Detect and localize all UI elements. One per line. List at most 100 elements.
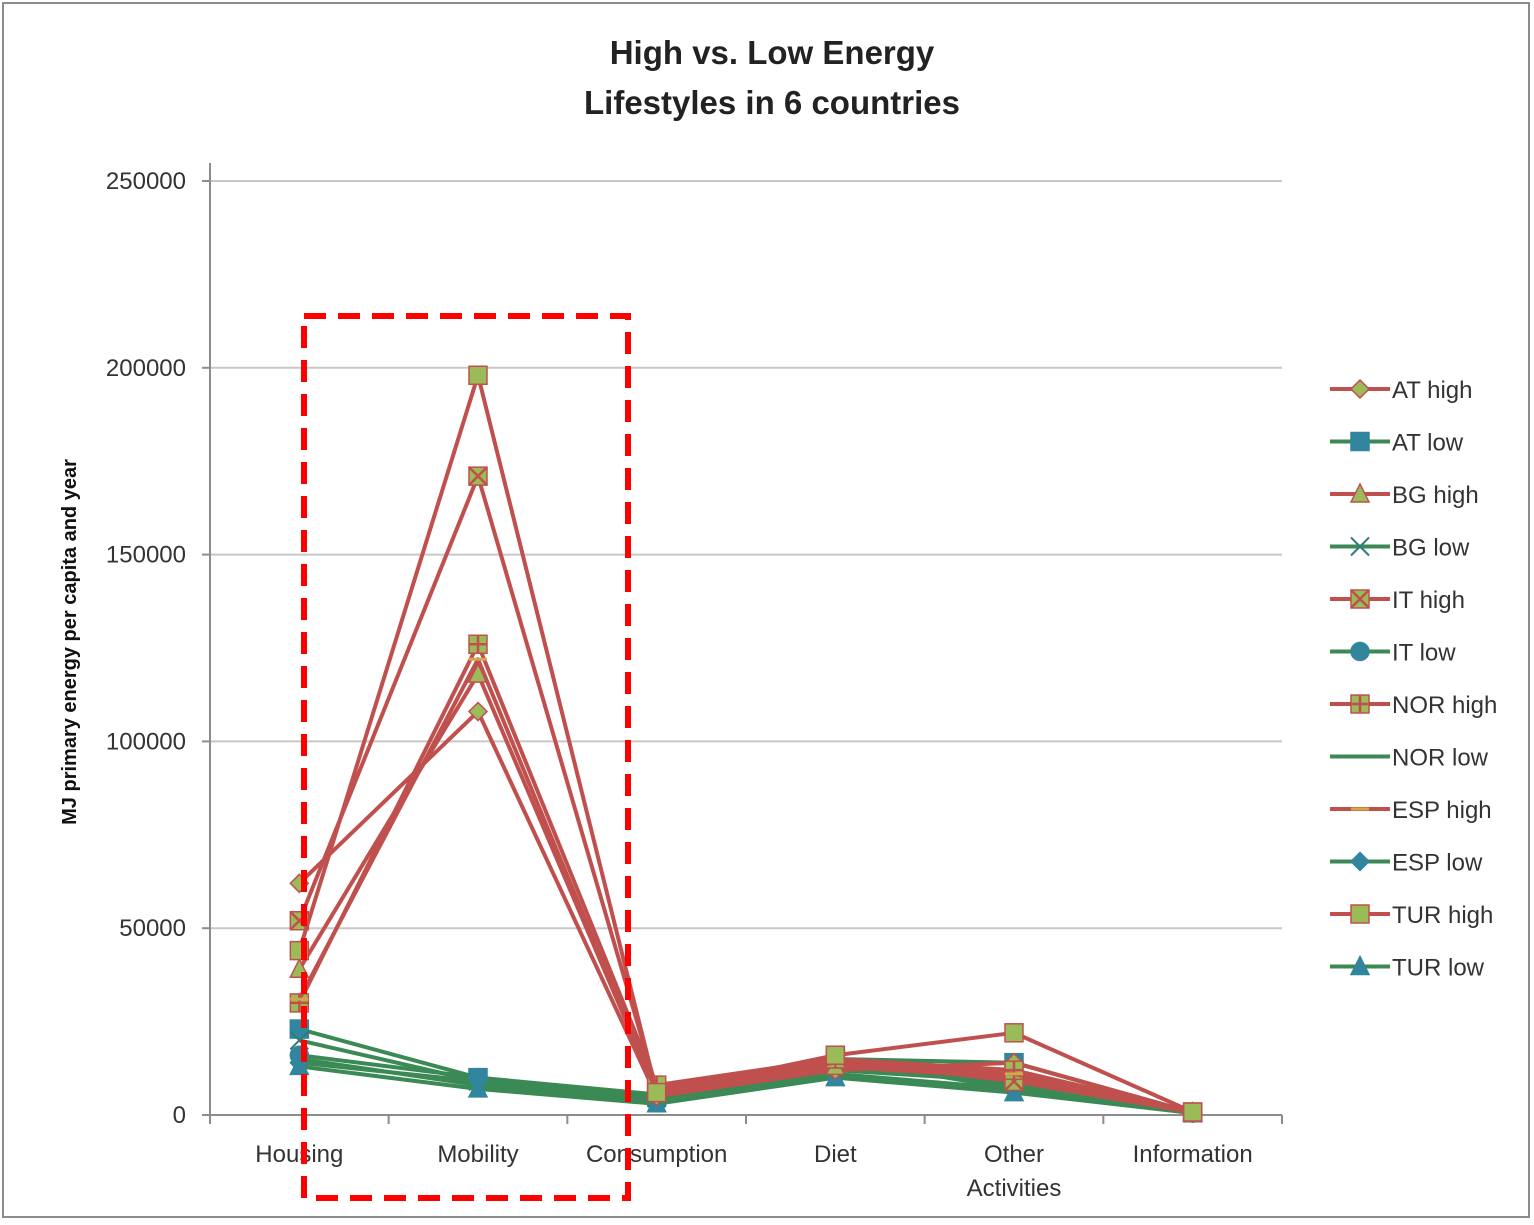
data-point bbox=[1004, 1023, 1024, 1043]
marker-diamond bbox=[1349, 851, 1371, 872]
legend-item: ESP low bbox=[1330, 850, 1483, 877]
data-point bbox=[467, 1077, 489, 1098]
highlight-box bbox=[301, 313, 631, 1201]
chart-title-line-1: High vs. Low Energy bbox=[610, 34, 935, 71]
series-it-high bbox=[289, 466, 1203, 1123]
legend-label: AT low bbox=[1392, 430, 1464, 457]
legend-item: NOR high bbox=[1330, 692, 1497, 719]
data-point bbox=[468, 365, 488, 386]
y-tick-label: 200000 bbox=[106, 355, 186, 382]
series-line bbox=[297, 657, 1194, 1115]
legend-label: NOR low bbox=[1392, 745, 1489, 772]
legend-label: ESP low bbox=[1392, 850, 1483, 877]
legend-label: AT high bbox=[1392, 377, 1473, 404]
data-point bbox=[289, 1054, 310, 1076]
data-point bbox=[1182, 1102, 1203, 1122]
marker-triangle bbox=[1349, 482, 1371, 503]
grid-layer bbox=[210, 180, 1282, 930]
marker-triangle bbox=[289, 1054, 310, 1076]
data-point bbox=[1003, 1080, 1025, 1102]
line-chart: High vs. Low Energy Lifestyles in 6 coun… bbox=[59, 34, 1497, 1202]
marker-square bbox=[1350, 904, 1370, 924]
data-point bbox=[468, 466, 488, 487]
x-tick-label: Information bbox=[1133, 1141, 1253, 1168]
data-point bbox=[646, 1082, 667, 1103]
y-tick-label: 0 bbox=[173, 1102, 186, 1129]
data-point bbox=[468, 634, 488, 655]
series-line bbox=[297, 709, 1194, 1115]
series-line bbox=[297, 642, 1194, 1114]
x-tick-label: Housing bbox=[255, 1141, 343, 1168]
legend-item: TUR low bbox=[1330, 955, 1485, 982]
legend-item: BG low bbox=[1330, 535, 1470, 562]
legend-label: NOR high bbox=[1392, 692, 1497, 719]
legend-marker bbox=[1350, 641, 1370, 662]
series-layer bbox=[289, 365, 1203, 1124]
marker-square bbox=[1350, 431, 1370, 452]
legend-label: BG low bbox=[1392, 535, 1470, 562]
legend-label: IT high bbox=[1392, 587, 1465, 614]
legend-marker bbox=[1349, 954, 1371, 976]
y-tick-label: 100000 bbox=[106, 728, 186, 755]
x-tick-label: Mobility bbox=[437, 1141, 518, 1168]
legend-marker bbox=[1349, 482, 1371, 503]
y-tick-label: 250000 bbox=[106, 168, 186, 195]
marker-triangle bbox=[1003, 1080, 1025, 1102]
marker-square bbox=[1182, 1102, 1203, 1122]
legend-label: ESP high bbox=[1392, 797, 1492, 824]
series-line bbox=[297, 474, 1194, 1115]
marker-square bbox=[825, 1045, 846, 1065]
marker-triangle bbox=[467, 1077, 489, 1098]
x-tick-label: Diet bbox=[814, 1141, 857, 1168]
series-esp-high bbox=[290, 657, 1202, 1115]
legend-label: TUR high bbox=[1392, 902, 1493, 929]
legend-marker bbox=[1349, 851, 1371, 872]
legend-item: AT high bbox=[1330, 377, 1473, 404]
x-tick-label: Activities bbox=[967, 1175, 1062, 1202]
y-tick-label: 150000 bbox=[106, 542, 186, 569]
series-tur-high bbox=[289, 365, 1203, 1122]
legend-item: AT low bbox=[1330, 430, 1464, 457]
marker-circle bbox=[1350, 641, 1370, 662]
marker-diamond bbox=[467, 701, 489, 722]
legend-item: NOR low bbox=[1330, 745, 1489, 772]
marker-x bbox=[468, 466, 488, 487]
marker-x bbox=[1350, 589, 1370, 609]
legend-marker bbox=[1350, 904, 1370, 924]
legend-item: TUR high bbox=[1330, 902, 1493, 929]
data-point bbox=[467, 701, 489, 722]
y-axis-label: MJ primary energy per capita and year bbox=[59, 459, 81, 825]
y-tick-label: 50000 bbox=[119, 915, 186, 942]
legend-marker bbox=[1350, 431, 1370, 452]
marker-plus bbox=[1351, 695, 1369, 713]
x-tick-label: Other bbox=[984, 1141, 1044, 1168]
marker-plus bbox=[469, 635, 487, 654]
marker-diamond bbox=[1349, 378, 1371, 400]
x-tick-label: Consumption bbox=[586, 1141, 727, 1168]
legend-marker bbox=[1350, 589, 1370, 609]
marker-square bbox=[646, 1082, 667, 1103]
legend-item: ESP high bbox=[1330, 797, 1492, 824]
chart-title: High vs. Low Energy Lifestyles in 6 coun… bbox=[584, 34, 960, 121]
data-point bbox=[825, 1045, 846, 1065]
series-line bbox=[297, 373, 1194, 1114]
legend-item: IT low bbox=[1330, 640, 1456, 667]
series-at-high bbox=[289, 701, 1203, 1123]
legend-marker bbox=[1349, 378, 1371, 400]
legend-item: IT high bbox=[1330, 587, 1465, 614]
legend: AT high AT low BG high BG low IT high IT low N… bbox=[1330, 377, 1497, 982]
legend-item: BG high bbox=[1330, 482, 1479, 509]
chart-title-line-2: Lifestyles in 6 countries bbox=[584, 84, 960, 121]
legend-marker bbox=[1350, 536, 1370, 557]
series-line bbox=[299, 1064, 1193, 1116]
series-nor-high bbox=[289, 634, 1203, 1122]
marker-triangle bbox=[1349, 954, 1371, 976]
legend-label: IT low bbox=[1392, 640, 1456, 667]
marker-x bbox=[1350, 536, 1370, 557]
series-bg-high bbox=[289, 662, 1203, 1122]
marker-plus bbox=[1005, 1061, 1023, 1080]
marker-square bbox=[468, 365, 488, 386]
legend-marker bbox=[1350, 694, 1370, 714]
marker-square bbox=[1004, 1023, 1024, 1043]
